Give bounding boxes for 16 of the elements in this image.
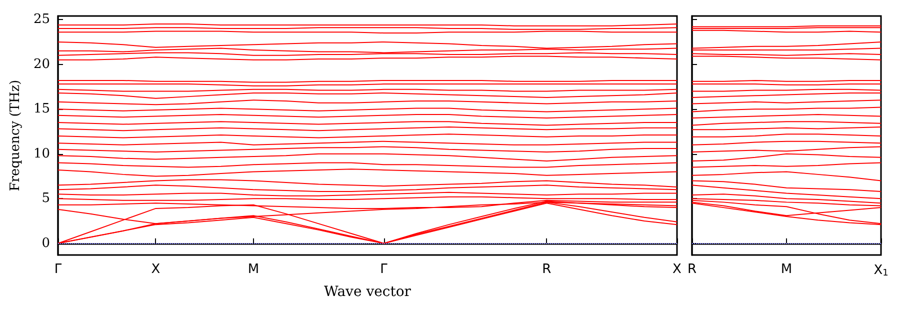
x-tick-label: Γ [54,262,62,277]
y-tick-label: 25 [33,12,50,28]
x-axis-title: Wave vector [324,284,412,300]
x-tick-label: X [151,262,160,277]
y-tick-label: 5 [42,191,50,206]
y-tick-label: 20 [33,56,50,72]
y-tick-label: 10 [33,146,50,162]
x-tick-label: M [248,262,260,277]
x-tick-label: R [687,262,697,277]
x-tick-label: M [780,262,792,277]
x-tick-label: X [672,262,682,277]
y-tick-label: 15 [33,102,50,117]
y-tick-label: 0 [42,236,50,251]
x-tick-label: R [542,262,552,277]
x-tick-label: Γ [380,262,388,277]
y-axis-title: Frequency (THz) [8,80,23,192]
